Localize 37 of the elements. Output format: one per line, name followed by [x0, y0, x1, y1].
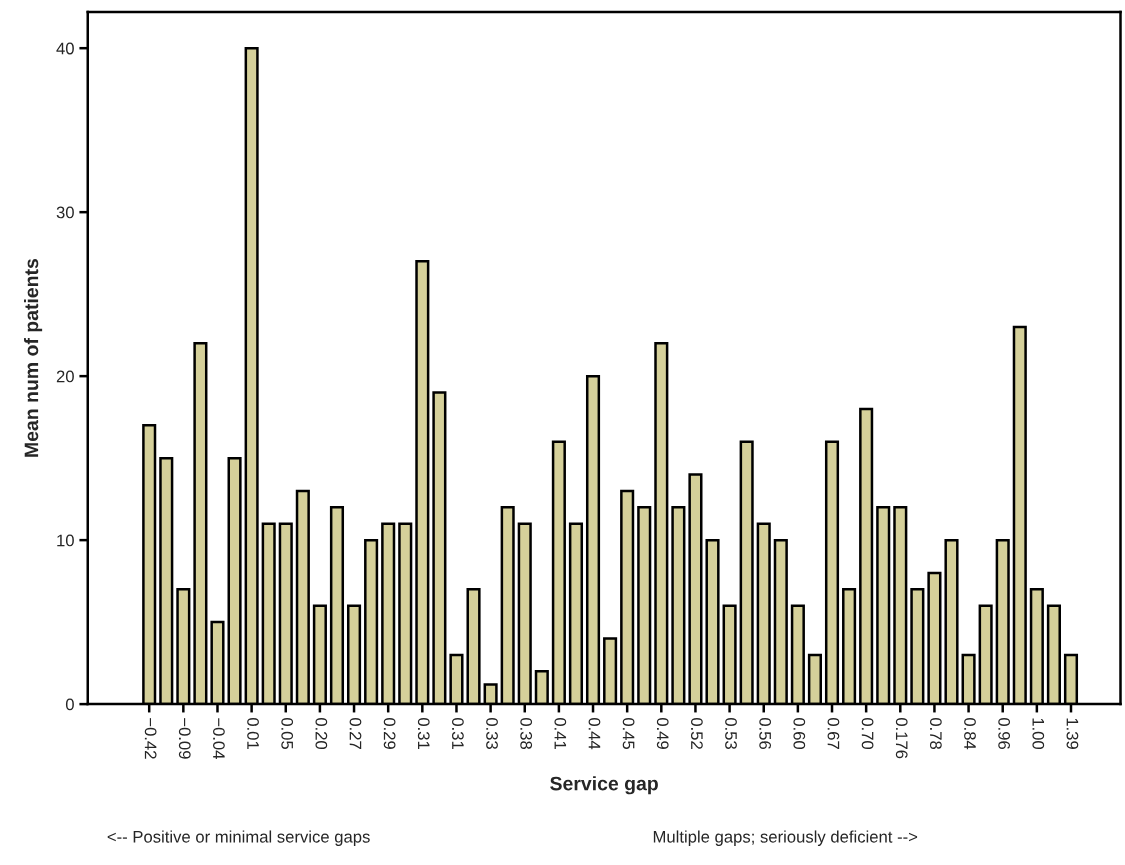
y-tick-label: 30: [56, 206, 74, 219]
x-tick-label: 0.31: [417, 717, 430, 749]
x-tick-label: 0.52: [690, 717, 703, 749]
text: Multiple gaps; seriously deficient -->: [653, 830, 918, 846]
x-tick-label: 0.29: [383, 717, 396, 749]
x-tick-label: 0.176: [895, 717, 908, 759]
x-tick-label: 1.00: [1032, 718, 1045, 750]
y-tick-label: 40: [56, 42, 74, 55]
x-tick-label: 0.60: [793, 717, 806, 750]
x-tick-label: 0.53: [725, 717, 737, 750]
x-tick-label: 0.38: [520, 717, 533, 750]
x-tick-label: 0.67: [827, 717, 840, 749]
y-tick-label: 20: [56, 370, 74, 383]
x-tick-label: 0.05: [281, 717, 294, 750]
y-axis-title: Mean num of patients: [24, 258, 43, 457]
x-tick-label: 0.45: [622, 717, 635, 750]
x-tick-label: 0.96: [998, 717, 1011, 750]
x-tick-label: 0.84: [964, 717, 976, 750]
x-tick-label: 0.78: [929, 717, 942, 750]
x-tick-label: 1.39: [1066, 718, 1079, 749]
x-axis-title: Service gap: [550, 776, 658, 795]
x-tick-label: −0.09: [178, 718, 191, 759]
x-tick-label: −0.04: [213, 718, 225, 759]
x-tick-label: 0.56: [759, 717, 772, 750]
x-tick-label: 0.49: [656, 717, 669, 749]
x-tick-label: −0.42: [144, 718, 157, 759]
x-tick-label: 0.41: [554, 717, 567, 749]
x-tick-label: 0.44: [588, 717, 601, 750]
y-tick-label: 10: [57, 534, 74, 547]
x-tick-label: 0.33: [486, 717, 498, 750]
x-tick-label: 0.70: [861, 717, 874, 750]
text: <-- Positive or minimal service gaps: [107, 830, 370, 846]
y-tick-label: 0: [65, 698, 74, 711]
x-tick-label: 0.01: [247, 717, 259, 749]
x-tick-label: 0.20: [315, 717, 328, 750]
x-tick-label: 0.27: [349, 717, 362, 749]
x-tick-label: 0.31: [451, 717, 464, 749]
